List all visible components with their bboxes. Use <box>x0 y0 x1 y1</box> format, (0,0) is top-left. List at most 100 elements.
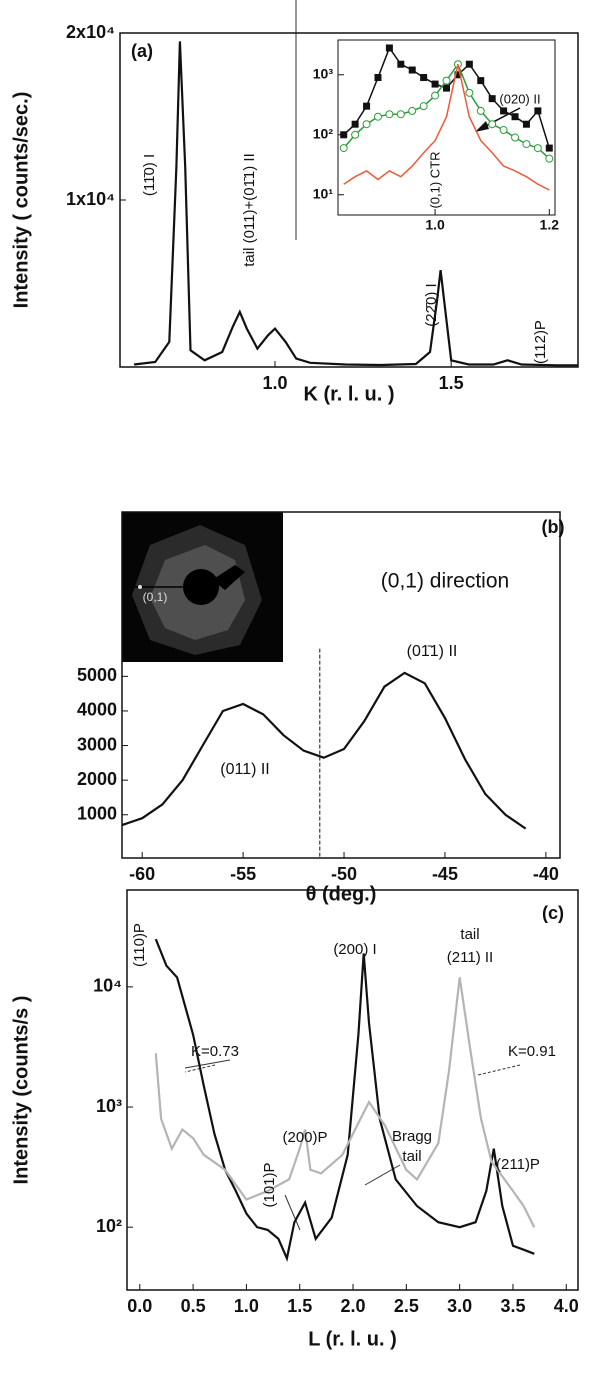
marker <box>396 110 405 119</box>
annotation: (11̄0) I <box>141 154 158 196</box>
x-tick-label: 2.0 <box>341 1296 366 1316</box>
marker <box>533 144 542 153</box>
panel-label: (b) <box>542 517 565 537</box>
series-line <box>133 41 578 367</box>
x-tick-label: -40 <box>533 864 559 884</box>
x-tick-label: -45 <box>432 864 458 884</box>
y-tick-label: 3000 <box>77 734 117 754</box>
marker <box>419 102 428 111</box>
plot-frame <box>126 889 579 1291</box>
y-axis-label: Intensity (counts/s ) <box>10 996 32 1185</box>
annotation: (22̄0) I <box>423 283 440 326</box>
annotation: K=0.91 <box>508 1043 556 1060</box>
annotation: (110)P <box>131 923 148 967</box>
marker <box>454 71 462 79</box>
marker <box>339 144 348 153</box>
annotation: (211)P <box>496 1156 540 1173</box>
annotation: (211) II <box>447 949 493 966</box>
annotation: (112)P <box>532 320 549 364</box>
leader <box>184 1059 231 1069</box>
series-line <box>121 671 527 830</box>
marker <box>362 120 371 129</box>
marker <box>385 44 393 52</box>
marker <box>534 107 542 115</box>
x-axis-label: L (r. l. u. ) <box>308 1328 397 1350</box>
marker <box>465 60 473 68</box>
plot-frame <box>121 511 561 859</box>
leader <box>284 1194 301 1231</box>
marker <box>545 144 553 152</box>
leader <box>364 1164 401 1186</box>
marker <box>465 88 474 97</box>
y-tick-label: 10² <box>313 125 334 141</box>
y-tick-label: 2000 <box>77 769 117 789</box>
marker <box>488 95 496 103</box>
annotation: (0,1) CTR <box>427 151 442 208</box>
marker <box>477 77 485 85</box>
image-label: (0,1) <box>143 590 168 604</box>
x-axis-label: K (r. l. u. ) <box>303 383 394 405</box>
marker <box>511 113 519 121</box>
series-line <box>154 938 535 1263</box>
x-tick-label: 1.2 <box>540 217 560 233</box>
y-tick-label: 4000 <box>77 700 117 720</box>
y-tick-label: 10¹ <box>313 185 334 201</box>
marker <box>351 130 360 139</box>
y-tick-label: 10² <box>96 1216 122 1236</box>
x-tick-label: 0.5 <box>181 1296 206 1316</box>
annotation: (0,1) direction <box>381 570 509 593</box>
x-tick-label: 1.5 <box>439 373 464 393</box>
x-tick-label: 2.5 <box>394 1296 419 1316</box>
marker <box>420 74 428 82</box>
marker <box>431 80 439 88</box>
x-tick-label: 4.0 <box>554 1296 579 1316</box>
marker <box>442 76 451 85</box>
marker <box>374 74 382 82</box>
marker <box>397 60 405 68</box>
marker <box>488 120 497 129</box>
marker <box>511 133 520 142</box>
marker <box>408 66 416 74</box>
annotation: (01̄1) II <box>407 643 458 660</box>
x-tick-label: -60 <box>129 864 155 884</box>
annotation: Bragg <box>392 1128 432 1145</box>
x-tick-label: 1.5 <box>287 1296 312 1316</box>
x-tick-label: 1.0 <box>425 217 445 233</box>
x-axis-label: θ (deg.) <box>306 883 377 905</box>
y-tick-label: 1000 <box>77 804 117 824</box>
plot-frame <box>337 39 556 216</box>
y-axis-label: Intensity ( counts/sec.) <box>10 92 32 309</box>
y-tick-label: 10³ <box>313 65 334 81</box>
annotation: tail (011)+(01̄1) II <box>241 153 258 267</box>
panel-label: (c) <box>542 903 564 923</box>
series-line <box>154 977 536 1228</box>
marker <box>522 120 530 128</box>
leader <box>477 1064 521 1076</box>
series-line <box>343 64 550 191</box>
marker <box>373 112 382 121</box>
y-tick-label: 10³ <box>96 1096 122 1116</box>
annotation: (011) II <box>220 761 270 778</box>
annotation: (020) II <box>499 91 540 106</box>
marker <box>385 110 394 119</box>
panel-label: (a) <box>131 41 153 61</box>
annotation: tail <box>460 926 479 943</box>
marker <box>408 106 417 115</box>
y-tick-label: 5000 <box>77 665 117 685</box>
x-tick-label: 1.0 <box>234 1296 259 1316</box>
x-tick-label: 3.0 <box>447 1296 472 1316</box>
marker <box>545 154 554 163</box>
marker <box>443 84 450 92</box>
y-tick-label: 1x10⁴ <box>66 189 115 209</box>
annotation: tail <box>402 1148 421 1165</box>
marker <box>431 91 440 100</box>
y-tick-label: 10⁴ <box>93 976 122 996</box>
x-tick-label: 3.5 <box>500 1296 525 1316</box>
x-tick-label: -55 <box>230 864 256 884</box>
marker <box>499 126 508 135</box>
marker <box>340 131 348 139</box>
x-tick-label: 1.0 <box>262 373 287 393</box>
annotation: K=0.73 <box>191 1043 239 1060</box>
annotation: (200)P <box>282 1129 327 1146</box>
